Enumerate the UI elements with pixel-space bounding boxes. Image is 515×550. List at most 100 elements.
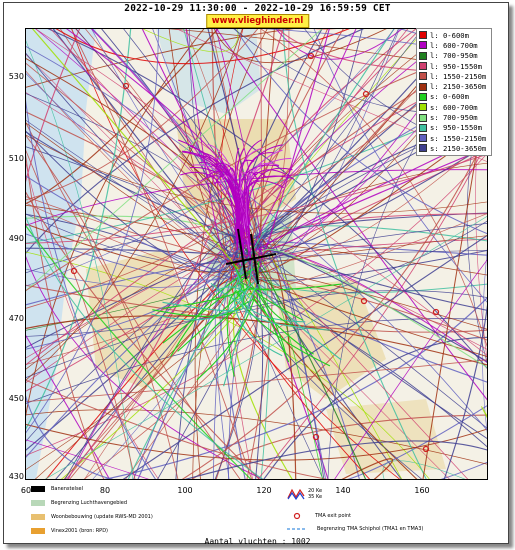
legend-label: s: 950-1550m <box>430 123 482 133</box>
site-badge[interactable]: www.vlieghinder.nl <box>205 14 310 28</box>
flight-track <box>262 236 325 479</box>
flight-track <box>26 149 136 479</box>
flight-count: Aantal vluchten : 1002 <box>204 537 311 546</box>
legend-swatch <box>419 31 427 40</box>
key-label: 20 Ke <box>308 488 323 494</box>
flight-track <box>263 336 487 479</box>
flight-track <box>341 458 394 479</box>
legend-label: s: 2150-3650m <box>430 143 487 153</box>
flight-track <box>142 29 239 53</box>
legend-swatch <box>419 113 427 122</box>
tma-exit-icon <box>293 512 301 520</box>
housing-swatch <box>31 514 45 520</box>
x-tick-label: 80 <box>99 486 111 495</box>
key-label: Begrenzing Luchthavengebied <box>51 500 128 506</box>
flight-track <box>26 334 110 479</box>
flight-track <box>217 151 251 258</box>
flight-track <box>44 215 487 479</box>
flight-track <box>26 99 156 479</box>
x-tick-label: 120 <box>256 486 272 495</box>
flight-track <box>216 163 248 239</box>
runway-swatch <box>31 486 45 492</box>
flight-track <box>26 216 264 479</box>
flight-track <box>91 29 360 479</box>
y-tick-label: 470 <box>8 314 24 323</box>
flight-track <box>197 155 246 243</box>
flight-track <box>234 29 487 235</box>
flight-track <box>246 171 260 226</box>
flight-track <box>245 278 287 356</box>
legend-swatch <box>419 103 427 112</box>
tma-exit-point <box>307 52 315 60</box>
y-tick-label: 510 <box>8 154 24 163</box>
y-tick-label: 450 <box>8 394 24 403</box>
legend-label: l: 600-700m <box>430 40 478 50</box>
flight-track <box>257 261 296 328</box>
key-airport-boundary: Begrenzing Luchthavengebied <box>31 500 127 506</box>
legend-swatch <box>419 72 427 81</box>
flight-track <box>26 154 105 479</box>
legend-item: s: 2150-3650m <box>419 143 489 153</box>
tma-boundary-icon <box>287 528 305 530</box>
flight-track <box>313 29 487 303</box>
flight-track <box>237 29 363 278</box>
flight-track <box>275 29 403 60</box>
legend-item: s: 700-950m <box>419 112 489 122</box>
flight-track <box>26 29 81 183</box>
flight-track <box>26 29 132 430</box>
flight-track <box>26 135 179 479</box>
legend-item: s: 0-600m <box>419 92 489 102</box>
flight-track <box>226 290 238 377</box>
flight-track <box>67 29 459 479</box>
flight-track <box>26 115 487 442</box>
flight-track <box>26 29 243 381</box>
legend-swatch <box>419 134 427 143</box>
x-tick-label: 60 <box>20 486 32 495</box>
legend-label: s: 0-600m <box>430 92 469 102</box>
key-runways: Banenstelsel <box>31 486 83 492</box>
flight-track <box>26 213 487 448</box>
flight-track <box>26 196 257 260</box>
flight-track <box>26 153 487 456</box>
runway <box>225 253 277 265</box>
key-vinex: Vinex2001 (bron: RPD) <box>31 528 108 534</box>
key-ke-contours: 20 Ke 35 Ke <box>287 488 322 500</box>
legend-label: l: 2150-3650m <box>430 82 487 92</box>
tma-exit-point <box>432 308 440 316</box>
flight-track <box>31 29 240 271</box>
flight-track <box>35 29 235 246</box>
flight-track <box>238 225 487 274</box>
flight-track <box>71 29 401 479</box>
runway <box>237 228 247 280</box>
flight-track <box>260 29 262 242</box>
flight-track <box>245 283 342 291</box>
flight-track <box>181 133 487 479</box>
flight-track <box>26 379 329 479</box>
key-label: Vinex2001 (bron: RPD) <box>51 528 108 534</box>
flight-track <box>252 298 314 355</box>
y-tick-label: 530 <box>8 72 24 81</box>
legend-swatch <box>419 82 427 91</box>
legend-label: l: 1550-2150m <box>430 71 487 81</box>
flight-track <box>257 237 326 479</box>
flight-track <box>26 318 487 404</box>
flight-track <box>196 298 255 349</box>
flight-track <box>45 275 242 479</box>
tma-exit-point <box>122 82 130 90</box>
flight-track <box>257 29 330 264</box>
flight-track <box>55 29 350 65</box>
map-key: Banenstelsel Begrenzing Luchthavengebied… <box>25 482 486 537</box>
legend-label: l: 700-950m <box>430 51 478 61</box>
flight-track <box>26 122 248 268</box>
tma-exit-point <box>70 267 78 275</box>
legend-label: l: 950-1550m <box>430 61 482 71</box>
flight-track <box>481 406 487 419</box>
flight-track <box>241 281 331 331</box>
flight-track <box>26 162 159 479</box>
flight-track <box>162 298 244 312</box>
flight-track <box>199 161 238 249</box>
legend-item: l: 0-600m <box>419 30 489 40</box>
flight-track <box>26 29 205 417</box>
legend-swatch <box>419 51 427 60</box>
tma-exit-point <box>312 433 320 441</box>
